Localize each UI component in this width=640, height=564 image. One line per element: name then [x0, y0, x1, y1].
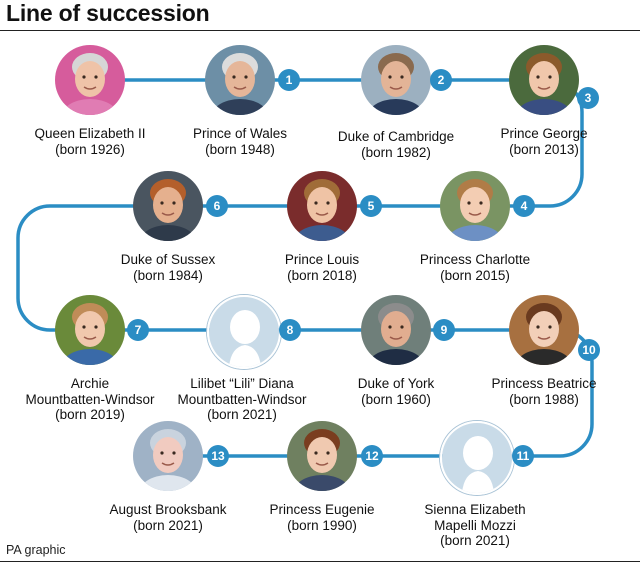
person-label: Prince Louis (born 2018)	[237, 252, 407, 283]
birth-year: (born 1982)	[361, 144, 431, 160]
rank-badge: 11	[512, 445, 534, 467]
portrait-duke-of-york	[361, 295, 431, 365]
person-label: Prince of Wales (born 1948)	[155, 126, 325, 157]
rank-badge: 6	[206, 195, 228, 217]
rank-badge: 3	[577, 87, 599, 109]
birth-year: (born 1960)	[361, 391, 431, 407]
birth-year: (born 1984)	[133, 267, 203, 283]
bottom-divider	[0, 561, 640, 562]
person-name-line: Prince George	[500, 126, 588, 141]
person-name-line: Mapelli Mozzi	[434, 517, 516, 533]
birth-year: (born 1988)	[509, 391, 579, 407]
person-label: Archie Mountbatten-Windsor (born 2019)	[5, 376, 175, 423]
birth-year: (born 2013)	[509, 141, 579, 157]
person-label: Princess Charlotte (born 2015)	[390, 252, 560, 283]
person-name-line: Duke of Sussex	[120, 252, 216, 267]
person-name-line: Princess Charlotte	[419, 252, 531, 267]
person-name-line: Prince of Wales	[192, 126, 288, 141]
portrait-princess-charlotte	[440, 171, 510, 241]
portrait-princess-eugenie	[287, 421, 357, 491]
portrait-august-brooksbank	[133, 421, 203, 491]
source-credit: PA graphic	[6, 543, 66, 557]
person-name-line: August Brooksbank	[109, 502, 227, 517]
rank-badge: 13	[207, 445, 229, 467]
portrait-archie-mountbatten-windsor	[55, 295, 125, 365]
birth-year: (born 1948)	[205, 141, 275, 157]
portrait-prince-of-wales	[205, 45, 275, 115]
rank-badge: 5	[360, 195, 382, 217]
birth-year: (born 2015)	[440, 267, 510, 283]
portrait-prince-george	[509, 45, 579, 115]
person-label: Princess Beatrice (born 1988)	[459, 376, 629, 407]
rank-badge: 4	[513, 195, 535, 217]
portrait-queen-elizabeth-ii	[55, 45, 125, 115]
portrait-prince-louis	[287, 171, 357, 241]
person-label: Princess Eugenie (born 1990)	[237, 502, 407, 533]
person-label: Lilibet “Lili” Diana Mountbatten-Windsor(…	[157, 376, 327, 423]
rank-badge: 12	[361, 445, 383, 467]
person-label: Duke of York (born 1960)	[311, 376, 481, 407]
rank-badge: 10	[578, 339, 600, 361]
rank-badge: 8	[279, 319, 301, 341]
person-name-line: Princess Beatrice	[491, 376, 597, 391]
birth-year: (born 1990)	[287, 517, 357, 533]
birth-year: (born 2021)	[133, 517, 203, 533]
page-title: Line of succession	[6, 0, 210, 26]
person-name-line: Prince Louis	[284, 252, 360, 267]
person-label: Queen Elizabeth II (born 1926)	[5, 126, 175, 157]
portrait-duke-of-cambridge	[361, 45, 431, 115]
rank-badge: 9	[433, 319, 455, 341]
person-name-line: Queen Elizabeth II	[34, 126, 146, 141]
person-label: August Brooksbank (born 2021)	[83, 502, 253, 533]
rank-badge: 7	[127, 319, 149, 341]
portrait-princess-beatrice	[509, 295, 579, 365]
person-name-line: Duke of Cambridge	[337, 129, 455, 144]
rank-badge: 2	[430, 69, 452, 91]
person-name-line: Mountbatten-Windsor	[177, 391, 307, 407]
birth-year: (born 2018)	[287, 267, 357, 283]
person-name-line: Archie	[70, 376, 110, 391]
person-name-line: Princess Eugenie	[269, 502, 375, 517]
birth-year: (born 2021)	[207, 407, 277, 422]
top-divider	[0, 30, 640, 31]
person-label: Duke of Cambridge (born 1982)	[311, 129, 481, 160]
person-label: Prince George (born 2013)	[459, 126, 629, 157]
person-name-line: Lilibet “Lili” Diana	[190, 376, 294, 391]
silhouette-placeholder-lilibet-lili-diana-mountbatten-windsor	[207, 295, 281, 369]
person-name-line: Duke of York	[357, 376, 435, 391]
portrait-duke-of-sussex	[133, 171, 203, 241]
birth-year: (born 2021)	[440, 533, 510, 548]
person-label: Duke of Sussex (born 1984)	[83, 252, 253, 283]
person-name-line: Mountbatten-Windsor	[25, 391, 155, 407]
rank-badge: 1	[278, 69, 300, 91]
birth-year: (born 1926)	[55, 141, 125, 157]
person-label: Sienna Elizabeth Mapelli Mozzi (born 2021)	[390, 502, 560, 549]
person-name-line: Sienna Elizabeth	[424, 502, 526, 517]
birth-year: (born 2019)	[55, 407, 125, 422]
silhouette-placeholder-sienna-elizabeth-mapelli-mozzi	[440, 421, 514, 495]
